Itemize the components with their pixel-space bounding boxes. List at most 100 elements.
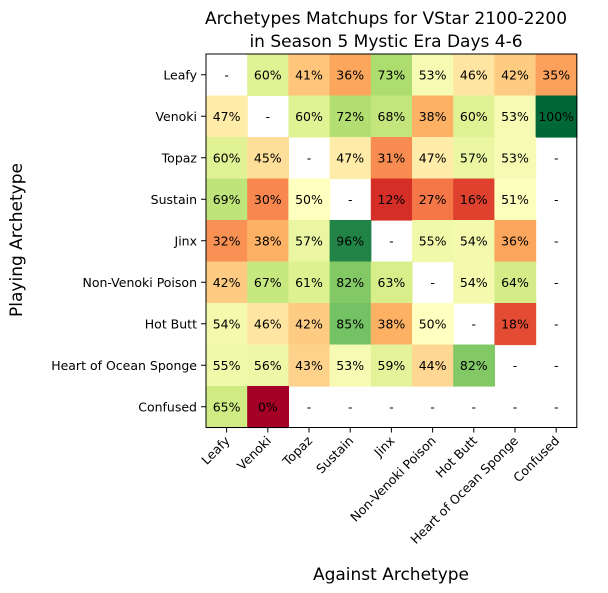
cell-value-label: 51% <box>501 192 529 207</box>
cell-value-label: - <box>348 399 353 414</box>
cell-value-label: 53% <box>419 67 447 82</box>
heatmap-cell <box>329 303 372 346</box>
cell-value-label: 56% <box>254 358 282 373</box>
y-tick-label: Non-Venoki Poison <box>82 275 197 290</box>
heatmap-cell <box>412 54 454 97</box>
cell-value-label: 82% <box>336 275 364 290</box>
cell-value-label: 96% <box>336 233 364 248</box>
cell-value-label: 27% <box>419 192 447 207</box>
chart-title-line-1: Archetypes Matchups for VStar 2100-2200 <box>205 9 567 29</box>
y-tick-label: Heart of Ocean Sponge <box>51 358 197 373</box>
heatmap-cell <box>370 344 413 387</box>
heatmap-cell <box>453 95 495 138</box>
cell-value-label: 42% <box>501 67 529 82</box>
heatmap-cell <box>494 137 537 180</box>
cell-value-label: 59% <box>378 358 406 373</box>
heatmap-cell-labels: - 60% 41% 36% 73% 53% 46% 42% 35% 47% - 60% 72% 68% 38… <box>213 67 574 414</box>
heatmap-cell <box>453 137 495 180</box>
heatmap-cell <box>370 137 413 180</box>
cell-value-label: 30% <box>254 192 282 207</box>
heatmap-cell <box>288 178 331 221</box>
cell-value-label: - <box>307 399 312 414</box>
x-tick-label: Jinx <box>370 433 397 460</box>
cell-value-label: 38% <box>378 316 406 331</box>
cell-value-label: 38% <box>254 233 282 248</box>
y-tick-label: Venoki <box>155 109 197 124</box>
cell-value-label: 32% <box>213 233 241 248</box>
heatmap-cell <box>494 261 537 304</box>
cell-value-label: - <box>389 233 394 248</box>
x-tick-label: Leafy <box>198 433 233 468</box>
heatmap-cell <box>206 137 248 180</box>
heatmap-cell <box>412 220 454 263</box>
heatmap-cell <box>329 95 372 138</box>
heatmap-cell <box>494 303 537 346</box>
heatmap-cell <box>288 220 331 263</box>
heatmap-cell <box>453 54 495 97</box>
heatmap-cell <box>370 178 413 221</box>
cell-value-label: 36% <box>336 67 364 82</box>
cell-value-label: 55% <box>213 358 241 373</box>
cell-value-label: 57% <box>460 150 488 165</box>
cell-value-label: 60% <box>254 67 282 82</box>
cell-value-label: 53% <box>501 109 529 124</box>
heatmap-cell <box>370 261 413 304</box>
cell-value-label: - <box>554 358 559 373</box>
cell-value-label: - <box>513 399 518 414</box>
heatmap-cell <box>288 54 331 97</box>
cell-value-label: 72% <box>336 109 364 124</box>
cell-value-label: 60% <box>295 109 323 124</box>
cell-value-label: 16% <box>460 192 488 207</box>
cell-value-label: 50% <box>295 192 323 207</box>
cell-value-label: 36% <box>501 233 529 248</box>
y-tick-label: Confused <box>138 399 197 414</box>
x-tick-label: Sustain <box>313 433 356 476</box>
heatmap-cell <box>206 178 248 221</box>
cell-value-label: 60% <box>460 109 488 124</box>
heatmap-cell <box>247 137 289 180</box>
heatmap-cell <box>288 303 331 346</box>
x-axis-label: Against Archetype <box>313 565 469 585</box>
cell-value-label: 60% <box>213 150 241 165</box>
heatmap-cell <box>288 344 331 387</box>
cell-value-label: 53% <box>336 358 364 373</box>
heatmap-cell <box>453 178 495 221</box>
cell-value-label: 63% <box>378 275 406 290</box>
cell-value-label: - <box>554 316 559 331</box>
heatmap-cell <box>412 95 454 138</box>
heatmap-cell <box>453 220 495 263</box>
chart-title-line-2: in Season 5 Mystic Era Days 4-6 <box>249 32 522 52</box>
cell-value-label: - <box>554 399 559 414</box>
cell-value-label: 57% <box>295 233 323 248</box>
cell-value-label: 53% <box>501 150 529 165</box>
heatmap-cell <box>494 95 537 138</box>
y-tick-label: Hot Butt <box>145 316 197 331</box>
cell-value-label: 31% <box>378 150 406 165</box>
cell-value-label: 100% <box>538 109 574 124</box>
heatmap-cell <box>412 137 454 180</box>
cell-value-label: - <box>472 316 477 331</box>
heatmap-cell <box>453 344 495 387</box>
heatmap-cell <box>247 261 289 304</box>
heatmap-cell <box>247 178 289 221</box>
cell-value-label: 54% <box>460 275 488 290</box>
heatmap-cell <box>412 303 454 346</box>
heatmap-cell <box>329 344 372 387</box>
cell-value-label: 38% <box>419 109 447 124</box>
cell-value-label: 50% <box>419 316 447 331</box>
cell-value-label: - <box>389 399 394 414</box>
x-tick-label: Venoki <box>234 433 274 473</box>
heatmap-cell <box>329 220 372 263</box>
cell-value-label: 55% <box>419 233 447 248</box>
x-tick-label: Topaz <box>279 433 316 470</box>
heatmap-cell <box>329 54 372 97</box>
cell-value-label: 73% <box>378 67 406 82</box>
heatmap-cell <box>288 95 331 138</box>
heatmap-cell <box>288 261 331 304</box>
cell-value-label: 45% <box>254 150 282 165</box>
cell-value-label: 12% <box>378 192 406 207</box>
heatmap-cell <box>494 220 537 263</box>
heatmap-cell <box>535 95 578 138</box>
